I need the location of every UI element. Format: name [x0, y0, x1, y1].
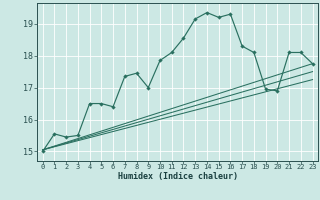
X-axis label: Humidex (Indice chaleur): Humidex (Indice chaleur)	[118, 172, 237, 181]
